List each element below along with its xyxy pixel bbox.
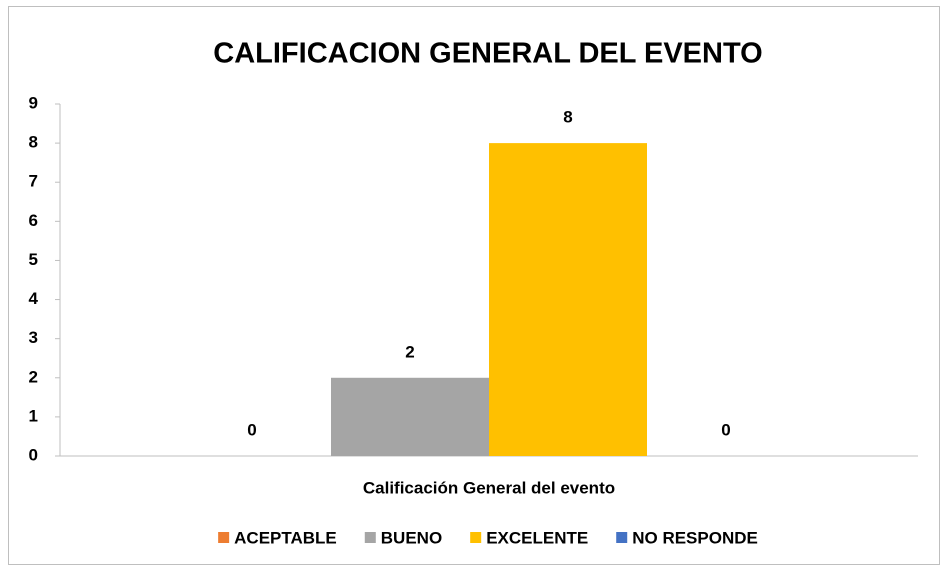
y-tick-label: 5 [29, 250, 38, 269]
legend-swatch [470, 532, 482, 543]
chart-title: CALIFICACION GENERAL DEL EVENTO [213, 38, 762, 70]
y-tick-label: 7 [29, 172, 38, 191]
legend-label: EXCELENTE [486, 528, 588, 547]
x-tick-label: Calificación General del evento [363, 478, 615, 497]
y-tick-label: 6 [29, 211, 38, 230]
y-tick-label: 0 [29, 445, 38, 464]
bar [489, 143, 648, 456]
legend-swatch [218, 532, 230, 543]
data-label: 0 [721, 420, 730, 439]
data-label: 0 [247, 420, 256, 439]
y-tick-label: 4 [29, 289, 39, 308]
data-label: 2 [405, 342, 414, 361]
y-tick-label: 1 [29, 406, 38, 425]
y-tick-label: 2 [29, 367, 38, 386]
legend-label: BUENO [381, 528, 442, 547]
legend-swatch [616, 532, 628, 543]
legend-label: NO RESPONDE [632, 528, 758, 547]
chart-border [8, 6, 940, 565]
legend-swatch [364, 532, 376, 543]
y-tick-label: 8 [29, 133, 38, 152]
legend-label: ACEPTABLE [234, 528, 337, 547]
data-label: 8 [563, 108, 572, 127]
y-tick-label: 9 [29, 93, 38, 112]
y-tick-label: 3 [29, 328, 38, 347]
bar [330, 377, 489, 456]
